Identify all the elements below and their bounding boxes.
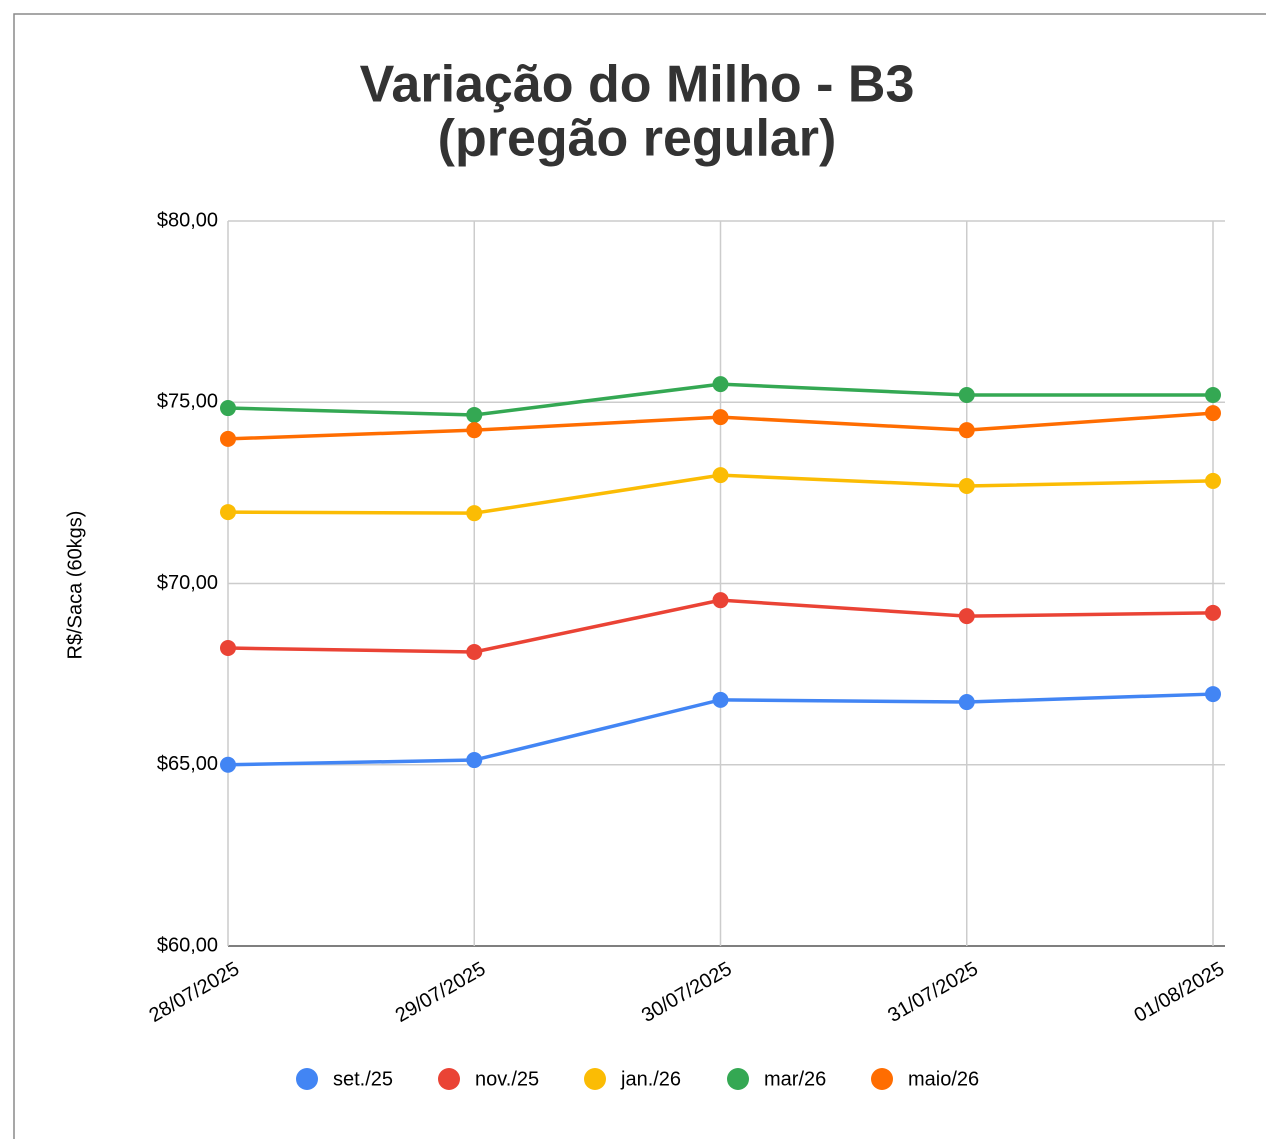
data-point — [712, 376, 729, 393]
y-tick-label: $60,00 — [157, 934, 218, 956]
data-point — [220, 756, 236, 773]
data-point — [712, 592, 729, 609]
data-point — [220, 430, 236, 447]
data-point — [220, 400, 236, 417]
legend-marker — [296, 1068, 318, 1090]
y-tick-label: $70,00 — [157, 572, 218, 594]
legend-marker — [584, 1068, 606, 1090]
legend-marker — [871, 1068, 893, 1090]
data-point — [466, 644, 483, 661]
data-point — [712, 409, 729, 426]
data-point — [712, 691, 729, 708]
y-tick-label: $65,00 — [157, 753, 218, 775]
data-point — [220, 640, 236, 657]
data-point — [466, 422, 483, 439]
legend-marker — [438, 1068, 460, 1090]
legend-label: set./25 — [333, 1068, 393, 1090]
data-point — [220, 504, 236, 521]
legend-label: maio/26 — [908, 1068, 979, 1090]
data-point — [466, 505, 483, 522]
legend-marker — [727, 1068, 749, 1090]
data-point — [712, 467, 729, 484]
data-point — [958, 387, 975, 403]
data-point — [958, 477, 975, 494]
data-point — [958, 608, 975, 625]
data-point — [1205, 405, 1221, 422]
chart-subtitle: (pregão regular) — [438, 110, 837, 168]
data-point — [1205, 387, 1221, 403]
chart-title: Variação do Milho - B3 — [360, 56, 915, 114]
y-tick-label: $75,00 — [157, 391, 218, 413]
data-point — [958, 422, 975, 439]
legend-label: jan./26 — [620, 1068, 681, 1090]
data-point — [958, 694, 975, 711]
data-point — [1205, 686, 1221, 703]
frame — [13, 13, 1266, 1139]
legend-label: mar/26 — [764, 1068, 826, 1090]
data-point — [466, 406, 483, 423]
data-point — [1205, 472, 1221, 489]
data-point — [1205, 604, 1221, 621]
y-tick-label: $80,00 — [157, 209, 218, 231]
y-axis-label: R$/Saca (60kgs) — [64, 511, 86, 660]
legend-label: nov./25 — [475, 1068, 539, 1090]
data-point — [466, 752, 483, 769]
